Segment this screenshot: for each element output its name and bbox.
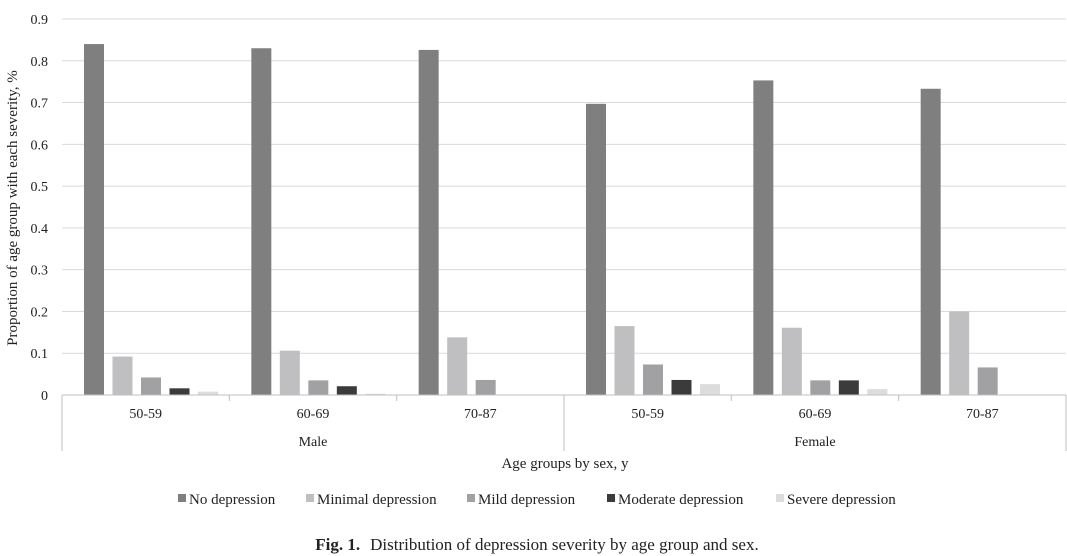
- y-tick-label: 0.1: [31, 347, 49, 362]
- bar: [949, 311, 970, 395]
- bars: [84, 44, 998, 396]
- bar: [643, 364, 663, 395]
- x-tick-label: 60-69: [799, 407, 832, 422]
- bar: [586, 103, 606, 395]
- y-tick-label: 0.8: [31, 55, 49, 70]
- bar: [614, 326, 635, 395]
- legend-swatch: [607, 494, 615, 502]
- y-axis-title: Proportion of age group with each severi…: [5, 70, 21, 346]
- bar: [418, 49, 439, 395]
- y-tick-label: 0.6: [31, 138, 49, 153]
- legend-swatch: [306, 494, 314, 502]
- caption-text: Distribution of depression severity by a…: [370, 535, 759, 554]
- y-tick-label: 0.9: [31, 13, 49, 28]
- x-tick-label: 50-59: [129, 407, 162, 422]
- bar: [112, 356, 133, 395]
- legend-swatch: [776, 494, 784, 502]
- x-tick-label: 50-59: [631, 407, 664, 422]
- bar: [867, 389, 888, 395]
- bar: [475, 379, 496, 395]
- bar: [336, 386, 357, 395]
- bar: [753, 80, 774, 395]
- caption-label: Fig. 1.: [315, 535, 360, 554]
- legend: No depression Minimal depression Mild depr…: [178, 492, 896, 508]
- legend-label: Minimal depression: [317, 492, 437, 508]
- x-axis-title: Age groups by sex, y: [501, 456, 629, 472]
- x-tick-label: 60-69: [297, 407, 330, 422]
- bar: [977, 367, 998, 395]
- legend-label: Severe depression: [787, 492, 896, 508]
- bar: [251, 48, 272, 395]
- bar: [84, 44, 104, 396]
- bar: [169, 388, 190, 395]
- bar: [308, 380, 329, 395]
- legend-swatch: [178, 494, 186, 502]
- y-tick-label: 0.4: [31, 222, 49, 237]
- y-tick-label: 0.7: [31, 97, 49, 112]
- legend-swatch: [467, 494, 475, 502]
- bar: [920, 88, 941, 395]
- bar: [700, 384, 720, 395]
- bar: [838, 380, 859, 395]
- x-axis: 50-59 60-69 70-87 50-59 60-69 70-87 Male Female: [61, 394, 1067, 451]
- bar: [810, 380, 831, 395]
- gridlines: [62, 18, 1066, 354]
- legend-label: Mild depression: [478, 492, 576, 508]
- bar: [198, 391, 218, 395]
- x-tick-label: 70-87: [966, 407, 999, 422]
- y-tick-label: 0.3: [31, 264, 49, 279]
- bar: [781, 327, 802, 395]
- legend-label: Moderate depression: [618, 492, 744, 508]
- bar: [671, 379, 692, 395]
- y-tick-label: 0.5: [31, 180, 49, 195]
- bar: [141, 377, 161, 395]
- y-tick-label: 0: [41, 389, 48, 404]
- y-axis: 0 0.1 0.2 0.3 0.4 0.5 0.6 0.7 0.8 0.9: [31, 13, 49, 404]
- group-label: Male: [299, 435, 328, 450]
- bar: [279, 350, 300, 395]
- bar: [365, 393, 386, 395]
- bar: [447, 337, 468, 395]
- group-label: Female: [794, 435, 835, 450]
- figure-caption: Fig. 1. Distribution of depression sever…: [315, 535, 758, 554]
- x-tick-label: 70-87: [464, 407, 497, 422]
- legend-label: No depression: [189, 492, 276, 508]
- y-tick-label: 0.2: [31, 305, 49, 320]
